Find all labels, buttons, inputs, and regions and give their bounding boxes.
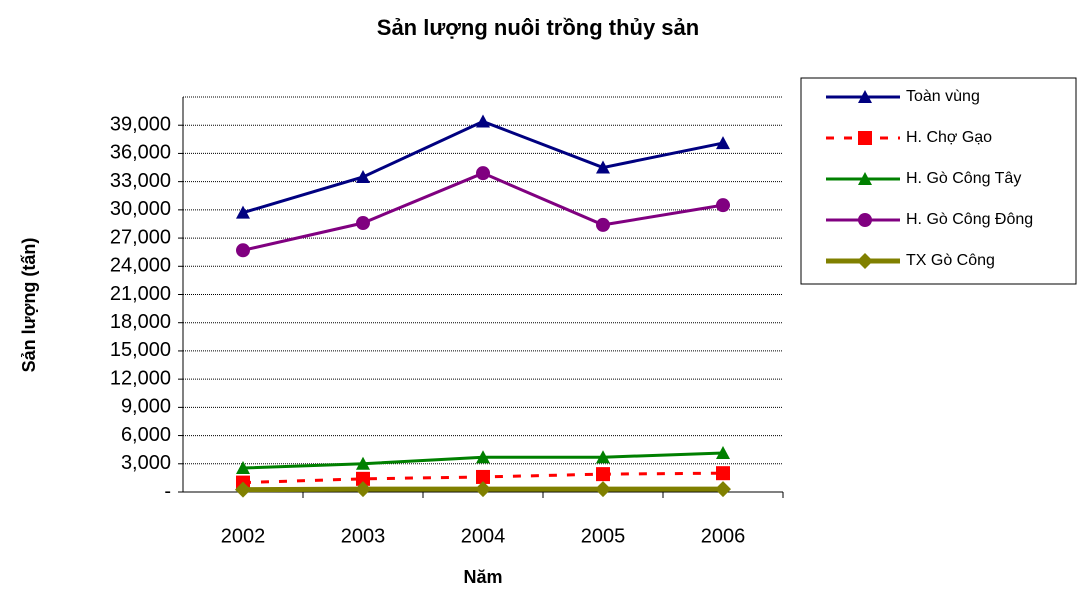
legend-label: H. Chợ Gạo: [906, 129, 992, 146]
y-tick-label: -: [164, 480, 171, 502]
marker: [356, 216, 370, 230]
y-tick-label: 9,000: [121, 396, 171, 418]
marker: [236, 243, 250, 257]
y-tick-label: 18,000: [110, 311, 171, 333]
x-tick-label: 2004: [461, 525, 506, 547]
series-line: [243, 173, 723, 250]
y-tick-label: 6,000: [121, 424, 171, 446]
y-tick-label: 36,000: [110, 142, 171, 164]
marker: [356, 170, 370, 183]
marker: [596, 218, 610, 232]
y-tick-label: 3,000: [121, 452, 171, 474]
marker: [715, 481, 731, 497]
x-tick-label: 2003: [341, 525, 386, 547]
y-tick-label: 30,000: [110, 198, 171, 220]
legend-label: H. Gò Công Đông: [906, 211, 1033, 228]
legend-label: H. Gò Công Tây: [906, 170, 1021, 187]
y-tick-label: 33,000: [110, 170, 171, 192]
legend-label: TX Gò Công: [906, 252, 995, 269]
x-axis-title: Năm: [463, 567, 502, 587]
marker: [716, 466, 730, 480]
marker: [595, 481, 611, 497]
legend-label: Toàn vùng: [906, 88, 980, 105]
y-tick-label: 21,000: [110, 283, 171, 305]
marker: [476, 166, 490, 180]
y-tick-label: 39,000: [110, 113, 171, 135]
y-axis-title: Sản lượng (tấn): [19, 238, 39, 373]
y-tick-label: 15,000: [110, 339, 171, 361]
x-tick-label: 2002: [221, 525, 266, 547]
marker: [858, 131, 872, 145]
x-tick-label: 2005: [581, 525, 626, 547]
y-tick-label: 12,000: [110, 367, 171, 389]
marker: [858, 213, 872, 227]
x-tick-label: 2006: [701, 525, 746, 547]
marker: [596, 467, 610, 481]
marker: [716, 198, 730, 212]
marker: [476, 114, 490, 127]
y-tick-label: 24,000: [110, 255, 171, 277]
y-tick-label: 27,000: [110, 226, 171, 248]
chart-title: Sản lượng nuôi trồng thủy sản: [377, 15, 699, 40]
